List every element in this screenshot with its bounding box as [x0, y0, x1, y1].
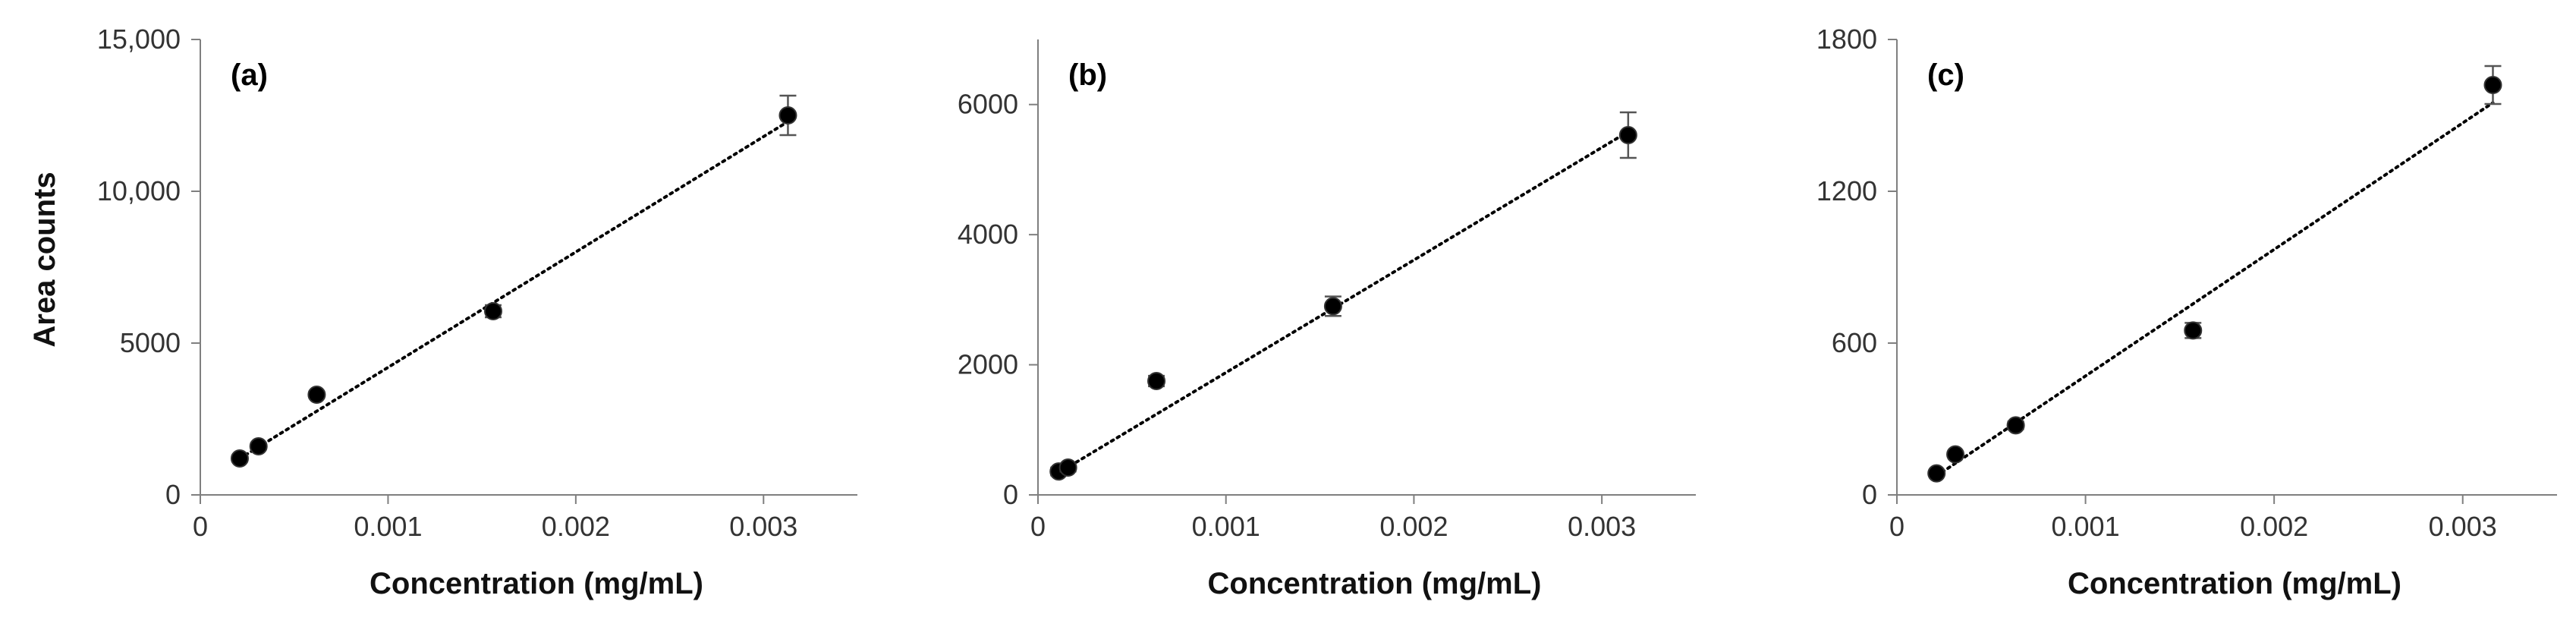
data-point	[1147, 372, 1166, 390]
x-tick-label: 0	[1889, 511, 1904, 542]
x-tick-label: 0.003	[2429, 511, 2497, 542]
data-point	[1927, 464, 1946, 483]
x-tick-label: 0.001	[2052, 511, 2120, 542]
data-point	[307, 386, 326, 404]
chart-panel-1: 0 5000 10,000 15,000 0 0.001 0.002 0.003 Concent…	[28, 24, 857, 600]
y-tick-label: 15,000	[97, 24, 181, 55]
trendline	[1935, 101, 2495, 477]
x-axis-title: Concentration (mg/mL)	[1208, 567, 1542, 600]
trendline	[237, 120, 790, 461]
panel-label: (c)	[1927, 58, 1964, 92]
chart-panel-2: 0 2000 4000 6000 0 0.001 0.002 0.003 Concentrati…	[958, 39, 1696, 600]
panel-label: (b)	[1068, 58, 1107, 92]
x-axis-title: Concentration (mg/mL)	[370, 567, 703, 600]
x-tick-label: 0.002	[1379, 511, 1448, 542]
x-tick-label: 0	[1030, 511, 1046, 542]
data-point	[483, 302, 502, 320]
data-point	[1058, 458, 1077, 477]
x-tick-label: 0.001	[1192, 511, 1260, 542]
y-tick-label: 600	[1832, 327, 1877, 358]
x-tick-label: 0.002	[542, 511, 610, 542]
x-tick-label: 0.001	[354, 511, 422, 542]
data-point	[230, 449, 249, 468]
y-tick-label: 0	[165, 479, 181, 510]
y-axis-title: Area counts	[28, 172, 61, 347]
x-tick-label: 0.003	[1568, 511, 1636, 542]
y-tick-label: 10,000	[97, 175, 181, 206]
panel-label: (a)	[231, 58, 268, 92]
y-tick-label: 1800	[1816, 24, 1877, 55]
y-tick-label: 2000	[958, 349, 1018, 380]
data-point	[1946, 445, 1965, 464]
y-tick-label: 5000	[120, 327, 181, 358]
data-point	[2184, 321, 2203, 340]
data-point	[2483, 76, 2502, 94]
trendline	[1057, 130, 1630, 474]
y-tick-label: 0	[1862, 479, 1877, 510]
x-tick-label: 0.002	[2240, 511, 2308, 542]
x-tick-label: 0	[193, 511, 208, 542]
chart-panel-3: 0 600 1200 1800 0 0.001 0.002 0.003 Concentratio…	[1816, 24, 2557, 600]
data-point	[249, 437, 268, 455]
y-tick-label: 6000	[958, 89, 1018, 120]
data-point	[778, 106, 797, 124]
y-tick-label: 1200	[1816, 175, 1877, 206]
y-tick-label: 4000	[958, 219, 1018, 250]
data-point	[1323, 297, 1342, 316]
x-axis-title: Concentration (mg/mL)	[2068, 567, 2401, 600]
x-tick-label: 0.003	[729, 511, 797, 542]
data-point	[1618, 126, 1637, 144]
data-point	[2006, 416, 2025, 435]
y-tick-label: 0	[1003, 479, 1018, 510]
